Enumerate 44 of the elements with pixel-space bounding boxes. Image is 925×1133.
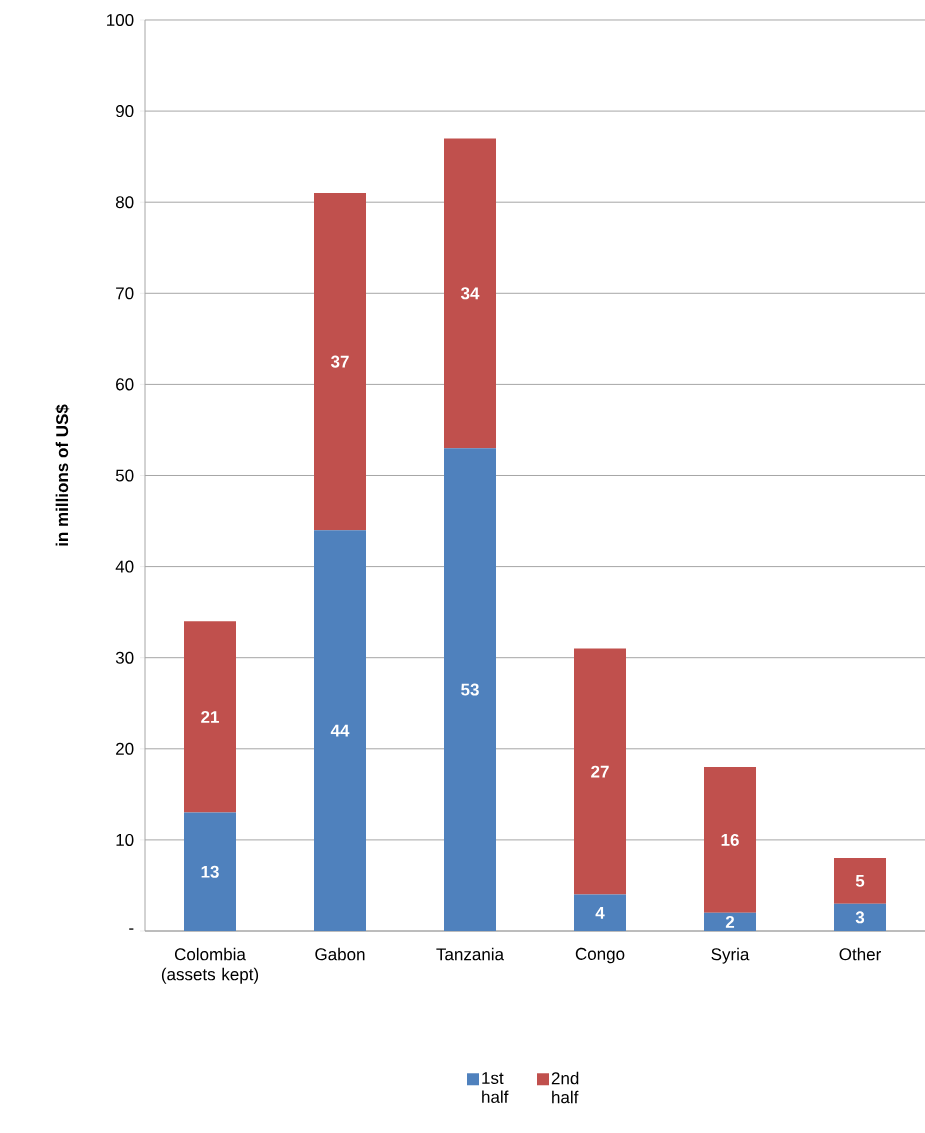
data-label: 44 xyxy=(330,724,350,737)
data-label: 27 xyxy=(591,765,609,778)
x-tick-label: Colombia (assets kept) xyxy=(161,947,259,984)
data-label: 34 xyxy=(460,287,480,300)
y-tick-label: 90 xyxy=(116,105,134,118)
y-tick-label: 70 xyxy=(116,287,134,300)
data-label: 21 xyxy=(201,710,219,723)
data-label: 37 xyxy=(330,355,349,368)
data-label: 53 xyxy=(461,683,479,696)
bar xyxy=(444,138,496,449)
x-tick-label: Other xyxy=(839,947,881,961)
y-tick-label: - xyxy=(129,928,134,930)
data-label: 5 xyxy=(855,874,865,887)
y-tick-label: 80 xyxy=(115,196,134,209)
y-tick-label: 100 xyxy=(107,13,134,27)
x-tick-label: Tanzania xyxy=(436,947,505,961)
y-axis-title: in millions of US$ xyxy=(55,404,70,546)
y-tick-label: 10 xyxy=(116,833,134,846)
x-tick-label: Congo xyxy=(575,947,625,964)
x-tick-label: Gabon xyxy=(315,947,365,961)
y-tick-label: 40 xyxy=(115,560,134,573)
bar xyxy=(444,448,496,931)
bar xyxy=(834,858,887,904)
bar xyxy=(704,912,757,931)
data-label: 4 xyxy=(595,906,605,919)
y-tick-label: 30 xyxy=(115,651,134,664)
bar xyxy=(704,767,757,913)
x-tick-label: Syria xyxy=(711,947,750,964)
y-tick-label: 60 xyxy=(116,378,134,391)
y-tick-label: 20 xyxy=(116,742,134,755)
bar xyxy=(834,903,887,931)
data-label: 2 xyxy=(725,915,735,928)
legend-label: 2nd half xyxy=(551,1071,579,1104)
data-label: 3 xyxy=(855,911,865,924)
data-label: 13 xyxy=(201,865,219,878)
y-tick-label: 50 xyxy=(115,469,134,482)
data-label: 16 xyxy=(721,833,739,846)
legend-label: 1st half xyxy=(482,1072,509,1104)
bar xyxy=(574,894,626,931)
bar xyxy=(314,193,366,531)
bar xyxy=(184,812,236,931)
bar xyxy=(184,621,236,813)
bar xyxy=(574,648,626,895)
bar xyxy=(314,530,366,931)
